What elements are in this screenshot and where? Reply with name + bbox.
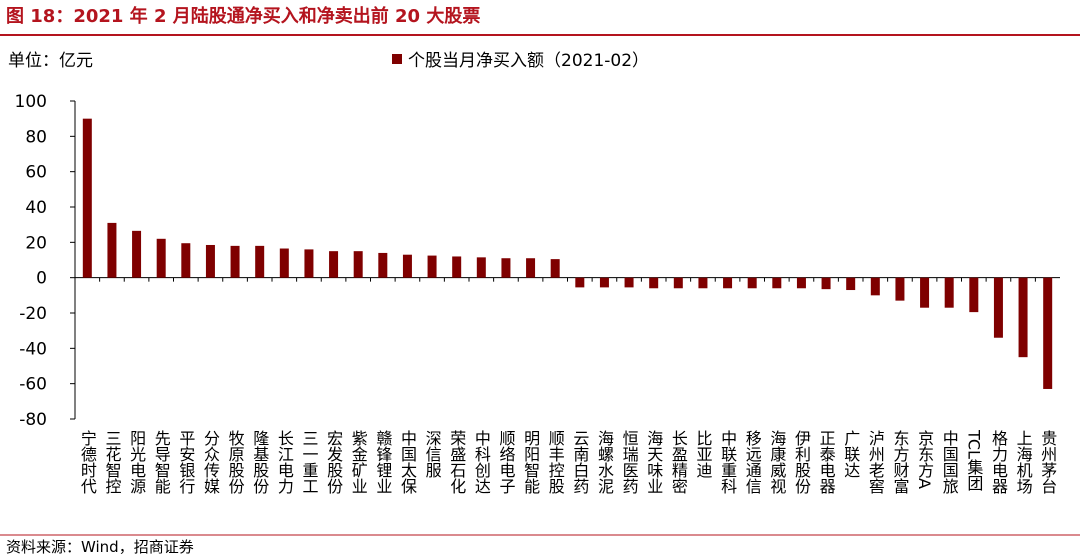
bar bbox=[772, 277, 782, 289]
bar bbox=[870, 277, 880, 296]
legend-label: 个股当月净买入额（2021-02） bbox=[408, 51, 649, 71]
bar bbox=[501, 258, 511, 278]
x-tick-label: 三一重工 bbox=[299, 430, 318, 494]
x-tick-label: 恒瑞医药 bbox=[620, 430, 639, 495]
y-tick-label: 20 bbox=[25, 233, 47, 253]
x-tick-label: TCL集团 bbox=[964, 429, 983, 491]
bar bbox=[427, 255, 437, 278]
bar bbox=[723, 277, 733, 289]
bar bbox=[526, 258, 536, 278]
bar bbox=[205, 244, 215, 278]
x-tick-label: 紫金矿业 bbox=[349, 430, 368, 494]
y-tick-label: 40 bbox=[25, 198, 47, 218]
x-tick-label: 京东方A bbox=[915, 430, 934, 489]
bar bbox=[304, 249, 314, 278]
bar bbox=[747, 277, 757, 289]
x-tick-label: 上海机场 bbox=[1014, 430, 1033, 495]
x-tick-label: 三花智控 bbox=[102, 430, 121, 495]
bar bbox=[279, 248, 289, 278]
bar bbox=[821, 277, 831, 290]
y-tick-label: -80 bbox=[19, 410, 47, 430]
bar bbox=[452, 256, 462, 278]
x-tick-label: 赣锋锂业 bbox=[373, 430, 392, 494]
bar bbox=[402, 254, 412, 278]
x-tick-label: 比亚迪 bbox=[693, 430, 712, 479]
bar bbox=[353, 251, 363, 278]
x-tick-label: 广联达 bbox=[841, 430, 860, 478]
x-tick-label: 伊利股份 bbox=[792, 430, 811, 495]
x-tick-label: 中国太保 bbox=[398, 430, 417, 494]
x-tick-label: 平安银行 bbox=[176, 430, 195, 495]
bar bbox=[649, 277, 659, 289]
y-tick-label: 0 bbox=[36, 269, 47, 289]
bar bbox=[599, 277, 609, 288]
x-tick-label: 顺丰控股 bbox=[546, 430, 565, 495]
x-tick-label: 海康威视 bbox=[767, 430, 786, 495]
x-tick-label: 贵州茅台 bbox=[1038, 430, 1057, 494]
x-tick-label: 云南白药 bbox=[570, 430, 589, 495]
x-tick-label: 东方财富 bbox=[890, 430, 909, 494]
x-tick-label: 海天味业 bbox=[644, 430, 663, 494]
x-tick-label: 中国国旅 bbox=[940, 430, 959, 495]
bar bbox=[846, 277, 856, 291]
bar bbox=[920, 277, 930, 308]
bar bbox=[698, 277, 708, 289]
x-tick-label: 荣盛石化 bbox=[447, 430, 466, 494]
x-tick-label: 中科创达 bbox=[472, 430, 491, 494]
x-tick-label: 移远通信 bbox=[743, 430, 762, 494]
bar bbox=[969, 277, 979, 313]
x-tick-label: 先导智能 bbox=[152, 430, 171, 495]
bar bbox=[329, 251, 339, 278]
x-tick-label: 隆基股份 bbox=[250, 430, 269, 495]
bar bbox=[476, 257, 486, 278]
x-tick-label: 宏发股份 bbox=[324, 430, 343, 495]
x-tick-label: 宁德时代 bbox=[78, 430, 97, 495]
y-tick-label: -20 bbox=[19, 304, 47, 324]
x-tick-label: 牧原股份 bbox=[226, 430, 245, 495]
x-tick-label: 阳光电源 bbox=[127, 430, 146, 495]
x-tick-label: 长盈精密 bbox=[669, 430, 688, 494]
x-tick-label: 深信服 bbox=[423, 430, 442, 479]
bar bbox=[673, 277, 683, 289]
bar bbox=[993, 277, 1003, 338]
x-tick-label: 格力电器 bbox=[989, 430, 1008, 494]
bar bbox=[575, 277, 585, 288]
bar bbox=[156, 238, 166, 278]
x-tick-label: 长江电力 bbox=[275, 430, 294, 495]
bar bbox=[1018, 277, 1028, 358]
bar bbox=[132, 230, 142, 278]
chart-title: 图 18：2021 年 2 月陆股通净买入和净卖出前 20 大股票 bbox=[6, 5, 480, 27]
bar bbox=[378, 252, 388, 278]
bar bbox=[624, 277, 634, 288]
x-tick-label: 分众传媒 bbox=[201, 430, 220, 494]
x-tick-label: 顺络电子 bbox=[496, 430, 515, 494]
bar bbox=[1043, 277, 1053, 389]
bar bbox=[944, 277, 954, 308]
bar bbox=[550, 259, 560, 278]
bar bbox=[107, 222, 117, 278]
x-tick-label: 泸州老窖 bbox=[866, 430, 885, 494]
bar bbox=[82, 118, 92, 278]
bar bbox=[230, 245, 240, 278]
bar bbox=[181, 243, 191, 278]
unit-label: 单位：亿元 bbox=[8, 51, 93, 71]
y-tick-label: 60 bbox=[25, 163, 47, 183]
legend-swatch bbox=[392, 54, 402, 64]
y-tick-label: -60 bbox=[19, 375, 47, 395]
bar bbox=[255, 245, 265, 278]
bar bbox=[895, 277, 905, 301]
x-tick-label: 正泰电器 bbox=[817, 430, 836, 494]
y-tick-label: -40 bbox=[19, 339, 47, 359]
bar bbox=[796, 277, 806, 289]
x-tick-label: 海螺水泥 bbox=[595, 430, 614, 495]
x-tick-label: 中联重科 bbox=[718, 430, 737, 494]
source: 资料来源：Wind，招商证券 bbox=[6, 538, 194, 556]
x-tick-label: 明阳智能 bbox=[521, 430, 540, 495]
y-tick-label: 100 bbox=[15, 92, 47, 112]
y-tick-label: 80 bbox=[25, 127, 47, 147]
